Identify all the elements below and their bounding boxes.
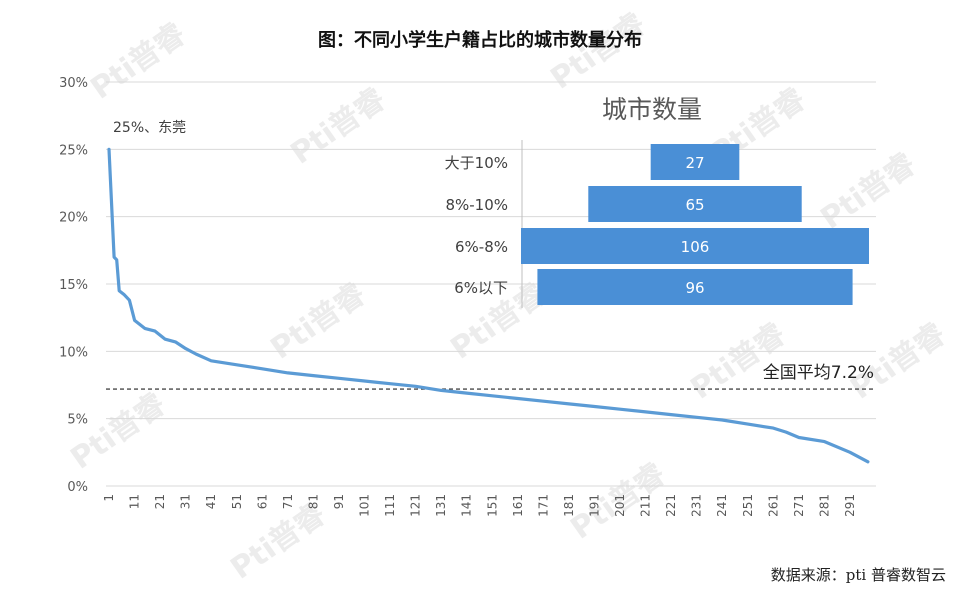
inset-bar-value: 27	[685, 154, 704, 172]
x-tick-label: 51	[230, 494, 244, 509]
y-tick-label: 15%	[59, 278, 88, 293]
x-tick-label: 111	[383, 494, 397, 517]
x-tick-label: 71	[281, 494, 295, 509]
x-tick-label: 91	[332, 494, 346, 509]
inset-category-label: 6%以下	[454, 279, 508, 297]
x-tick-label: 201	[613, 494, 627, 517]
x-tick-label: 21	[153, 494, 167, 509]
x-tick-label: 221	[664, 494, 678, 517]
watermark-text: Pti普睿	[265, 276, 373, 366]
inset-bars: 27 大于10% 65 8%-10% 106 6%-8% 96 6%以下	[445, 144, 869, 305]
x-tick-label: 81	[306, 494, 320, 509]
source-note: 数据来源：pti 普睿数智云	[770, 566, 946, 584]
y-tick-label: 5%	[67, 413, 88, 428]
x-tick-label: 41	[204, 494, 218, 509]
watermark-text: Pti普睿	[685, 316, 793, 406]
y-tick-label: 0%	[67, 480, 88, 495]
x-tick-label: 191	[587, 494, 601, 517]
inset-bar-value: 96	[685, 279, 704, 297]
inset-title: 城市数量	[602, 95, 702, 124]
x-tick-label: 271	[792, 494, 806, 517]
x-tick-label: 101	[358, 494, 372, 517]
inset-bar	[588, 186, 802, 222]
x-tick-label: 211	[639, 494, 653, 517]
inset-category-label: 6%-8%	[455, 238, 508, 256]
peak-annotation: 25%、东莞	[113, 120, 186, 136]
x-axis-tick-labels: 1 11 21 31 41 51 61 71 81 91 101 111 121 131 141 151 161…	[102, 494, 857, 517]
y-tick-label: 20%	[59, 211, 88, 226]
inset-bar	[537, 269, 853, 305]
inset-bar-value: 106	[681, 238, 710, 256]
watermark-text: Pti普睿	[285, 81, 393, 171]
x-tick-label: 281	[817, 494, 831, 517]
inset-bar-value: 65	[685, 196, 704, 214]
x-tick-label: 61	[255, 494, 269, 509]
series-line-group	[107, 147, 870, 464]
x-tick-label: 1	[102, 494, 116, 502]
x-tick-label: 171	[536, 494, 550, 517]
average-label: 全国平均7.2%	[763, 363, 874, 383]
x-tick-label: 11	[128, 494, 142, 509]
series-line	[107, 147, 870, 464]
inset-category-label: 大于10%	[445, 154, 508, 172]
x-tick-label: 31	[179, 494, 193, 509]
inset-bar	[521, 228, 869, 264]
x-tick-label: 121	[409, 494, 423, 517]
x-tick-label: 291	[843, 494, 857, 517]
inset-category-label: 8%-10%	[445, 196, 508, 214]
x-tick-label: 141	[460, 494, 474, 517]
watermark-text: Pti普睿	[845, 316, 953, 406]
x-tick-label: 251	[741, 494, 755, 517]
inset-bar-chart: 城市数量 27 大于10% 65 8%-10% 106 6%-8% 96 6%以下	[445, 95, 869, 308]
y-tick-label: 30%	[59, 76, 88, 91]
watermark-text: Pti普睿	[815, 146, 923, 236]
y-tick-label: 10%	[59, 345, 88, 360]
page-title: 图：不同小学生户籍占比的城市数量分布	[318, 30, 642, 51]
x-tick-label: 131	[434, 494, 448, 517]
watermark-text: Pti普睿	[65, 386, 173, 476]
x-tick-label: 261	[766, 494, 780, 517]
x-tick-label: 231	[690, 494, 704, 517]
x-tick-label: 181	[562, 494, 576, 517]
x-tick-label: 161	[511, 494, 525, 517]
y-axis-tick-labels: 30% 25% 20% 15% 10% 5% 0%	[59, 76, 88, 495]
x-tick-label: 151	[485, 494, 499, 517]
y-tick-label: 25%	[59, 143, 88, 158]
inset-bar	[650, 144, 740, 180]
average-line-group: 全国平均7.2%	[106, 363, 876, 390]
x-tick-label: 241	[715, 494, 729, 517]
